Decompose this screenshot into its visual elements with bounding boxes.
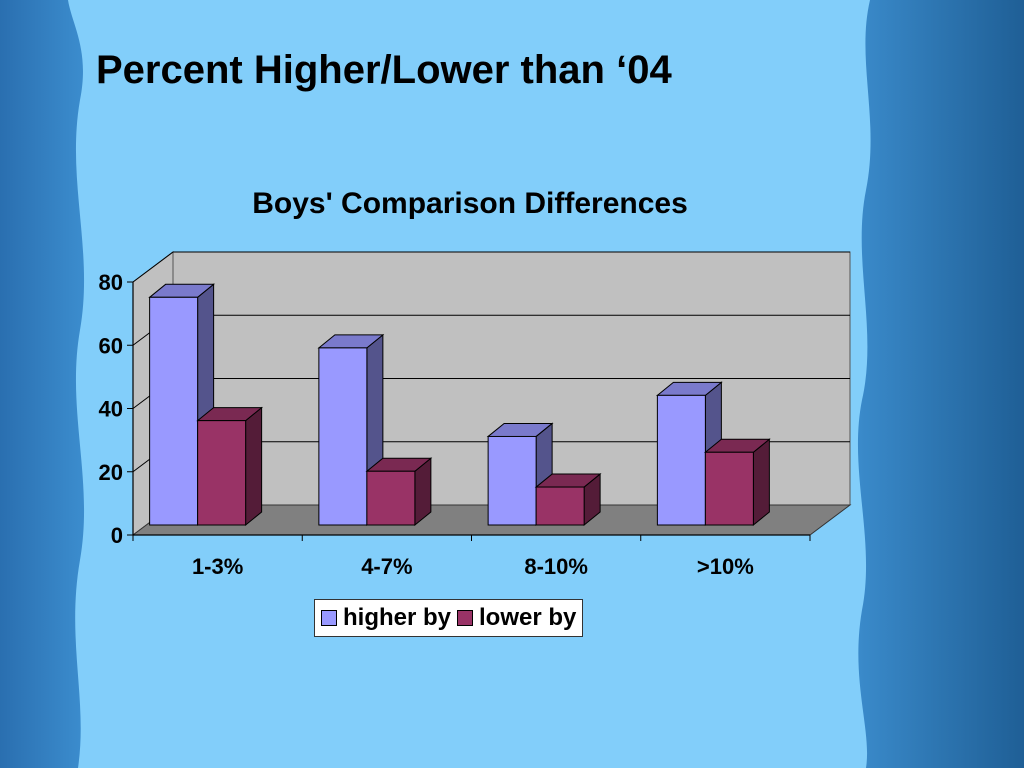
bar-side (245, 406, 263, 527)
bar-side (752, 438, 770, 527)
bar-front (704, 451, 754, 526)
bar-front (535, 486, 585, 526)
x-tick-label: >10% (697, 554, 754, 579)
chart-bars (148, 283, 771, 527)
chart-title: Boys' Comparison Differences (252, 187, 688, 220)
legend-label-lower: lower by (479, 604, 577, 631)
bar-front (318, 347, 368, 526)
legend-swatch-lower (457, 610, 474, 626)
y-tick-label: 80 (99, 270, 123, 295)
bar-lower-2 (534, 472, 602, 527)
x-axis-labels: 1-3% 4-7% 8-10% >10% (192, 554, 754, 579)
y-axis-ticks: 0 20 40 60 80 (99, 270, 133, 548)
bar-front (656, 394, 706, 526)
y-tick-label: 0 (111, 523, 123, 548)
slide-title: Percent Higher/Lower than ‘04 (96, 48, 672, 92)
legend-label-higher: higher by (343, 604, 452, 631)
x-tick-label: 4-7% (361, 554, 412, 579)
bar-front (366, 470, 416, 526)
bar-front (149, 296, 199, 526)
legend-item-higher: higher by (321, 604, 451, 632)
y-tick-label: 60 (99, 333, 123, 358)
x-tick-label: 8-10% (524, 554, 588, 579)
bar-lower-1 (365, 457, 433, 527)
legend-item-lower: lower by (457, 604, 576, 632)
gridline (132, 251, 850, 283)
bar-lower-0 (196, 406, 264, 527)
y-tick-label: 40 (99, 397, 123, 422)
y-tick-label: 20 (99, 460, 123, 485)
chart-legend: higher by lower by (314, 599, 584, 637)
bar-higher-0 (148, 283, 216, 527)
x-tick-label: 1-3% (192, 554, 243, 579)
bar-front (197, 420, 247, 526)
legend-swatch-higher (321, 610, 337, 626)
bar-front (487, 435, 537, 526)
bar-lower-3 (703, 438, 771, 527)
